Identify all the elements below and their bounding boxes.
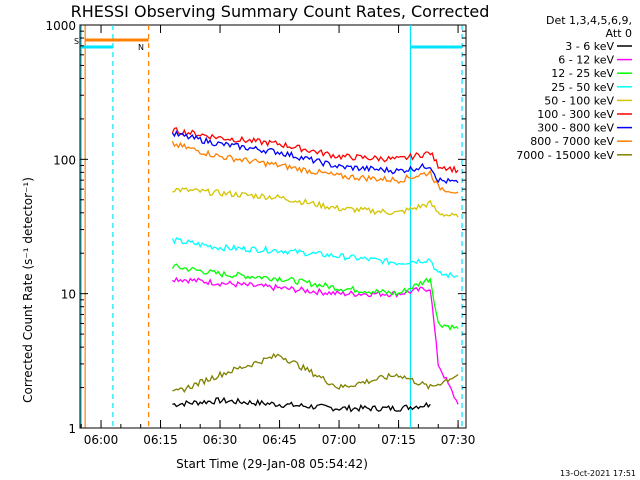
- series-line-8: [172, 352, 459, 394]
- x-tick-label-2: 06:30: [203, 433, 238, 447]
- y-tick-label-2: 100: [53, 153, 76, 167]
- series-line-6: [171, 130, 459, 185]
- series-line-0: [172, 396, 431, 413]
- series-line-7: [171, 140, 459, 194]
- legend-header-line2: Att 0: [606, 27, 632, 40]
- series-line-5: [171, 127, 459, 174]
- legend-label-3: 25 - 50 keV: [551, 81, 614, 94]
- flag-saa-label: S: [74, 37, 79, 46]
- x-tick-label-0: 06:00: [84, 433, 119, 447]
- legend-label-2: 12 - 25 keV: [551, 67, 614, 80]
- series-line-1: [172, 276, 459, 405]
- y-tick-label-0: 1: [68, 422, 76, 436]
- x-tick-label-5: 07:15: [381, 433, 416, 447]
- legend-label-4: 50 - 100 keV: [544, 94, 614, 107]
- series-line-3: [171, 237, 459, 279]
- x-tick-label-3: 06:45: [262, 433, 297, 447]
- legend-label-7: 800 - 7000 keV: [530, 135, 614, 148]
- legend: Det 1,3,4,5,6,9, Att 0: [546, 14, 632, 40]
- legend-label-1: 6 - 12 keV: [558, 54, 614, 67]
- x-tick-label-1: 06:15: [143, 433, 178, 447]
- legend-label-8: 7000 - 15000 keV: [516, 149, 614, 162]
- legend-label-5: 100 - 300 keV: [537, 108, 614, 121]
- y-axis-label: Corrected Count Rate (s⁻¹ detector⁻¹): [21, 177, 35, 403]
- x-tick-label-6: 07:30: [441, 433, 476, 447]
- series-line-2: [171, 263, 459, 331]
- chart-title: RHESSI Observing Summary Count Rates, Co…: [71, 2, 490, 21]
- y-tick-label-1: 10: [61, 288, 76, 302]
- legend-label-0: 3 - 6 keV: [565, 40, 614, 53]
- plot-frame: [79, 24, 467, 429]
- plot-area: 1 10 100 1000 06:00 06:15 06:30 06:45 07:00 07:15…: [45, 19, 475, 447]
- flag-night-label: N: [138, 43, 144, 52]
- y-tick-label-3: 1000: [45, 19, 76, 33]
- series-line-4: [172, 187, 459, 218]
- x-tick-label-4: 07:00: [322, 433, 357, 447]
- x-axis-label: Start Time (29-Jan-08 05:54:42): [176, 457, 368, 471]
- footer-date: 13-Oct-2021 17:51: [560, 469, 636, 478]
- legend-label-6: 300 - 800 keV: [537, 122, 614, 135]
- legend-header-line1: Det 1,3,4,5,6,9,: [546, 14, 632, 27]
